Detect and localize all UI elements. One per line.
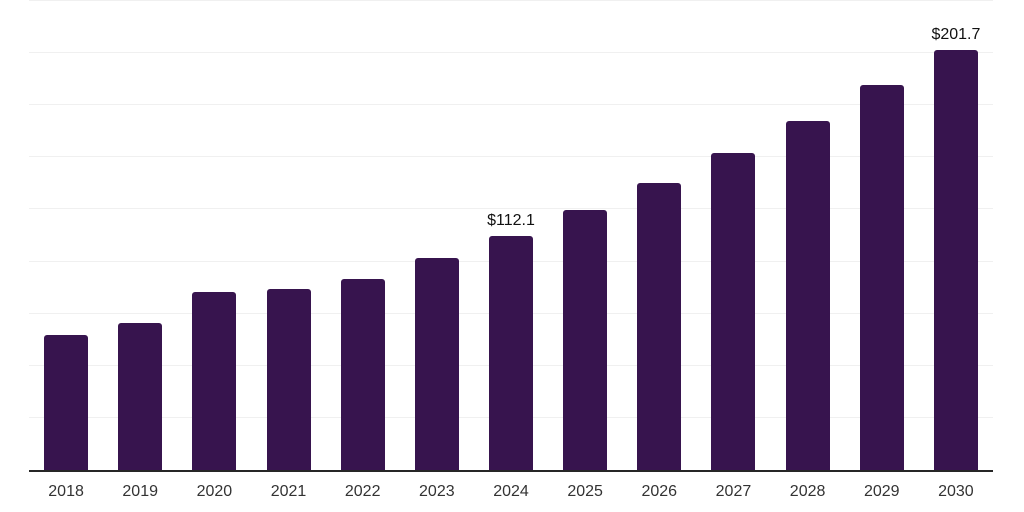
x-axis: 2018 2019 2020 2021 2022 2023 2024 2025 2026 2027…: [0, 483, 1024, 505]
x-tick-label-2025: 2025: [567, 483, 603, 500]
gridline: [29, 208, 993, 210]
bar-2030: [933, 49, 978, 470]
gridline: [29, 0, 993, 1]
x-tick-label-2018: 2018: [48, 483, 84, 500]
gridline: [29, 156, 993, 158]
data-label-2030: $201.7: [931, 25, 981, 43]
x-tick-label-2030: 2030: [938, 483, 974, 500]
x-tick-label-2019: 2019: [122, 483, 158, 500]
bar-2023: [414, 258, 459, 470]
x-tick-label-2023: 2023: [419, 483, 455, 500]
x-tick-label-2028: 2028: [789, 483, 826, 500]
x-tick-label-2024: 2024: [493, 483, 529, 500]
bar-2019: [118, 322, 163, 470]
bar-2026: [637, 182, 682, 470]
x-tick-label-2027: 2027: [715, 483, 752, 500]
x-tick-label-2021: 2021: [270, 483, 307, 500]
bar-2028: [785, 120, 830, 470]
x-tick-label-2026: 2026: [641, 483, 678, 500]
bar-2029: [859, 84, 904, 470]
bar-2018: [44, 335, 89, 470]
x-tick-label-2020: 2020: [196, 483, 233, 500]
x-tick-label-2029: 2029: [863, 483, 900, 500]
bar-2022: [340, 279, 385, 470]
bar-2024: [489, 236, 533, 470]
bar-2027: [711, 152, 756, 470]
data-label-2024: $112.1: [487, 212, 535, 230]
bar-2020: [192, 291, 237, 470]
plot-area: $112.1 $201.7: [29, 0, 993, 472]
x-tick-label-2022: 2022: [344, 483, 381, 500]
bar-2025: [563, 209, 608, 470]
gridline: [29, 52, 993, 54]
bar-2021: [266, 289, 311, 470]
gridline: [29, 104, 993, 106]
